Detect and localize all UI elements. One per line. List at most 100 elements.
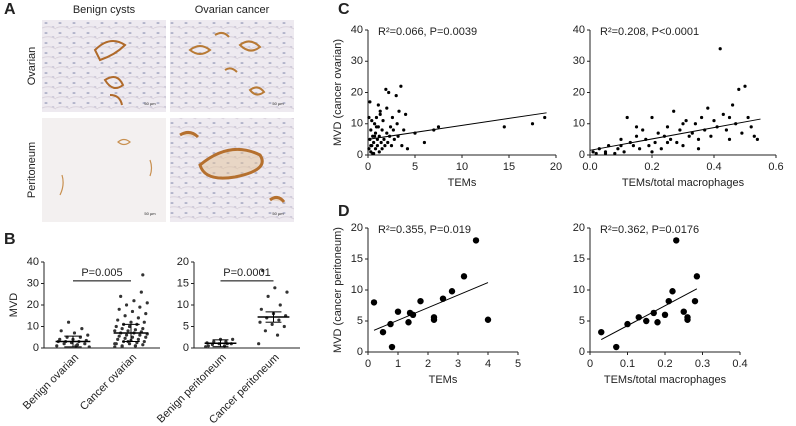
- y-tick-label: 40: [27, 256, 39, 268]
- data-point: [727, 137, 732, 141]
- data-point: [212, 339, 216, 344]
- data-point: [693, 122, 698, 126]
- data-point: [59, 329, 63, 333]
- data-point: [58, 337, 62, 341]
- x-tick-label: 4: [485, 358, 491, 370]
- data-point: [684, 119, 688, 123]
- data-point: [142, 339, 146, 344]
- data-point: [404, 112, 408, 116]
- data-point: [385, 106, 389, 110]
- data-point: [376, 103, 380, 107]
- x-tick-label: 10: [456, 161, 468, 173]
- y-tick-label: 10: [351, 118, 363, 130]
- data-point: [275, 333, 280, 337]
- data-point: [693, 273, 701, 280]
- data-point: [391, 128, 395, 132]
- data-point: [380, 128, 384, 132]
- data-point: [755, 137, 760, 141]
- data-point: [258, 320, 262, 324]
- data-point: [259, 307, 263, 311]
- data-point: [422, 140, 426, 145]
- data-point: [120, 327, 124, 331]
- y-tick-label: 20: [351, 86, 363, 98]
- data-point: [724, 128, 729, 132]
- data-point: [278, 303, 282, 307]
- data-point: [273, 286, 277, 290]
- data-point: [727, 115, 732, 120]
- data-point: [598, 328, 605, 336]
- data-point: [502, 125, 506, 129]
- data-point: [402, 128, 406, 132]
- data-point: [400, 144, 404, 148]
- annotation: P=0.0001: [223, 267, 270, 279]
- y-tick-label: 40: [573, 24, 585, 36]
- data-point: [691, 297, 699, 305]
- data-point: [369, 144, 373, 148]
- data-point: [261, 269, 265, 273]
- data-point: [231, 337, 235, 341]
- scale-bar: 50 µm: [144, 211, 156, 216]
- x-tick-label: 0: [365, 161, 371, 173]
- data-point: [718, 47, 722, 51]
- data-point: [367, 115, 371, 120]
- y-tick-label: 5: [183, 320, 189, 332]
- scale-bar: 50 µm: [144, 101, 156, 106]
- data-point: [120, 345, 124, 349]
- x-tick-label: 3: [455, 358, 461, 370]
- data-point: [661, 311, 669, 318]
- annotation: R²=0.208, P<0.0001: [600, 26, 699, 38]
- regression-line: [589, 118, 761, 151]
- data-point: [383, 144, 387, 148]
- data-point: [647, 144, 651, 148]
- data-point: [113, 345, 117, 349]
- data-point: [388, 125, 393, 129]
- data-point: [448, 288, 456, 295]
- x-tick-label: 0.4: [732, 358, 747, 370]
- data-point: [133, 328, 138, 332]
- data-point: [113, 329, 117, 333]
- data-point: [591, 150, 595, 154]
- data-point: [123, 336, 127, 340]
- data-point: [603, 151, 608, 156]
- x-tick-label: 0.3: [695, 358, 710, 370]
- data-point: [669, 288, 676, 295]
- data-point: [749, 125, 753, 129]
- x-tick-label: 15: [503, 161, 515, 173]
- data-point: [390, 115, 395, 120]
- y-tick-label: 0: [33, 342, 39, 354]
- data-point: [650, 115, 654, 120]
- image-benign-ovarian: [42, 20, 166, 112]
- x-tick-label: Cancer ovarian: [78, 352, 139, 413]
- image-benign-peritoneum: [42, 118, 166, 222]
- y-tick-label: 20: [573, 222, 585, 234]
- data-point: [124, 333, 129, 337]
- y-tick-label: 0: [357, 149, 363, 161]
- data-point: [706, 106, 710, 110]
- data-point: [680, 308, 687, 315]
- data-point: [142, 320, 146, 324]
- data-point: [740, 131, 744, 135]
- data-point: [277, 318, 281, 322]
- data-point: [472, 237, 480, 244]
- panel-label: A: [4, 1, 16, 18]
- data-point: [616, 147, 620, 151]
- x-tick-label: 0.6: [768, 161, 783, 173]
- data-point: [543, 115, 547, 120]
- y-tick-label: 30: [27, 277, 39, 289]
- data-point: [700, 115, 704, 120]
- data-point: [86, 333, 90, 337]
- data-point: [285, 290, 289, 294]
- data-point: [83, 342, 87, 346]
- data-point: [263, 329, 268, 333]
- data-point: [460, 273, 468, 280]
- data-point: [374, 115, 379, 120]
- data-point: [145, 301, 149, 305]
- data-point: [643, 317, 650, 325]
- y-tick-label: 15: [573, 253, 585, 265]
- y-tick-label: 10: [573, 118, 585, 130]
- data-point: [624, 320, 631, 328]
- data-point: [257, 342, 261, 346]
- x-tick-label: Benign ovarian: [21, 352, 81, 412]
- data-point: [650, 150, 654, 154]
- scale-bar: 50 µm: [272, 101, 284, 106]
